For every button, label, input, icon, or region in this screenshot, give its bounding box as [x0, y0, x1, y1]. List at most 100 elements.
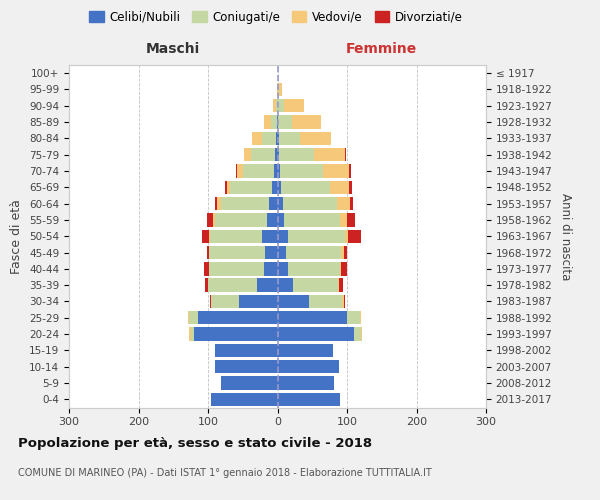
Bar	[277, 311, 347, 324]
Bar	[236, 164, 237, 177]
Bar	[340, 278, 343, 292]
Bar	[347, 214, 355, 226]
Bar	[274, 164, 277, 177]
Bar	[288, 230, 345, 243]
Bar	[262, 132, 276, 145]
Bar	[277, 262, 288, 276]
Bar	[361, 328, 362, 341]
Bar	[279, 148, 314, 162]
Bar	[277, 99, 284, 112]
Bar	[209, 230, 210, 243]
Bar	[205, 278, 208, 292]
Bar	[349, 164, 351, 177]
Bar	[277, 197, 283, 210]
Bar	[277, 360, 338, 374]
Bar	[277, 246, 286, 259]
Bar	[209, 246, 265, 259]
Bar	[262, 230, 277, 243]
Bar	[204, 262, 209, 276]
Bar	[314, 148, 345, 162]
Bar	[188, 311, 189, 324]
Bar	[257, 278, 277, 292]
Bar	[277, 148, 279, 162]
Bar	[277, 376, 334, 390]
Bar	[251, 148, 275, 162]
Bar	[344, 246, 347, 259]
Legend: Celibi/Nubili, Coniugati/e, Vedovi/e, Divorziati/e: Celibi/Nubili, Coniugati/e, Vedovi/e, Di…	[85, 6, 467, 28]
Bar	[293, 278, 338, 292]
Bar	[265, 246, 277, 259]
Bar	[281, 180, 329, 194]
Bar	[211, 295, 239, 308]
Bar	[337, 197, 350, 210]
Bar	[217, 197, 221, 210]
Bar	[323, 164, 349, 177]
Bar	[221, 376, 277, 390]
Bar	[340, 214, 347, 226]
Bar	[288, 262, 340, 276]
Bar	[347, 311, 359, 324]
Bar	[269, 197, 277, 210]
Bar	[345, 230, 349, 243]
Bar	[277, 132, 279, 145]
Bar	[208, 278, 257, 292]
Bar	[340, 262, 341, 276]
Bar	[197, 311, 277, 324]
Bar	[213, 214, 215, 226]
Bar	[359, 311, 361, 324]
Bar	[206, 246, 209, 259]
Y-axis label: Fasce di età: Fasce di età	[10, 199, 23, 274]
Bar	[341, 262, 347, 276]
Bar	[349, 230, 361, 243]
Bar	[277, 392, 340, 406]
Bar	[252, 132, 262, 145]
Bar	[267, 214, 277, 226]
Bar	[191, 328, 194, 341]
Bar	[277, 295, 309, 308]
Bar	[215, 344, 277, 357]
Bar	[239, 295, 277, 308]
Bar	[271, 116, 277, 129]
Bar	[292, 116, 321, 129]
Bar	[276, 99, 277, 112]
Bar	[194, 328, 277, 341]
Bar	[276, 132, 277, 145]
Bar	[215, 197, 217, 210]
Bar	[338, 278, 340, 292]
Bar	[189, 311, 197, 324]
Bar	[210, 295, 211, 308]
Bar	[279, 132, 300, 145]
Bar	[224, 180, 227, 194]
Bar	[237, 164, 243, 177]
Bar	[189, 328, 191, 341]
Bar	[284, 99, 304, 112]
Bar	[279, 83, 281, 96]
Bar	[280, 164, 323, 177]
Bar	[277, 180, 281, 194]
Bar	[349, 180, 352, 194]
Bar	[227, 180, 230, 194]
Bar	[263, 262, 277, 276]
Text: COMUNE DI MARINEO (PA) - Dati ISTAT 1° gennaio 2018 - Elaborazione TUTTITALIA.IT: COMUNE DI MARINEO (PA) - Dati ISTAT 1° g…	[18, 468, 432, 477]
Bar	[284, 214, 340, 226]
Bar	[309, 295, 342, 308]
Bar	[221, 197, 269, 210]
Bar	[277, 164, 280, 177]
Text: Maschi: Maschi	[146, 42, 200, 56]
Bar	[341, 246, 344, 259]
Bar	[342, 295, 344, 308]
Bar	[277, 116, 278, 129]
Bar	[230, 180, 272, 194]
Bar	[202, 230, 209, 243]
Bar	[215, 214, 267, 226]
Bar	[278, 116, 292, 129]
Bar	[215, 360, 277, 374]
Bar	[272, 99, 276, 112]
Bar	[329, 180, 349, 194]
Bar	[277, 83, 279, 96]
Bar	[264, 116, 271, 129]
Bar	[277, 328, 354, 341]
Bar	[209, 262, 263, 276]
Bar	[272, 180, 277, 194]
Bar	[345, 148, 346, 162]
